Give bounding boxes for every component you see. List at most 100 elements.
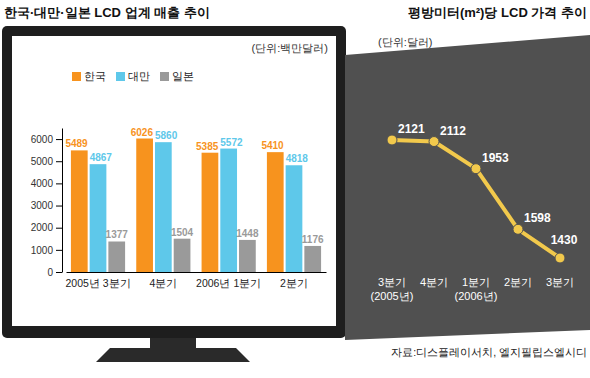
x-tick-label-line: 3분기 xyxy=(546,276,574,288)
point xyxy=(429,137,439,147)
data-labels: 5489602653855410486758605572481813771504… xyxy=(65,127,324,245)
y-tick-mark xyxy=(56,183,62,184)
data-label: 1430 xyxy=(551,233,578,247)
x-tick-label-line: (2005년) xyxy=(371,290,414,302)
bar xyxy=(71,150,88,272)
x-tick-label-line: (2006년) xyxy=(455,290,498,302)
y-tick-label: 4000 xyxy=(31,178,54,189)
tv-frame xyxy=(2,26,346,338)
y-tick: 6000 xyxy=(31,134,62,145)
x-tick-label: 4분기 xyxy=(420,276,448,288)
data-label: 4867 xyxy=(90,152,113,163)
x-tick: 4분기 xyxy=(149,272,177,289)
x-tick-label-line: 2분기 xyxy=(504,276,532,288)
y-tick: 2000 xyxy=(31,222,62,233)
y-tick: 4000 xyxy=(31,178,62,189)
line-chart: 2121 2112 1953 15981430 3분기 (2005년) 4분기 1분기 (200… xyxy=(371,122,578,302)
x-axis: 2005년 3분기 4분기 2006년 1분기 2분기 xyxy=(65,272,326,289)
data-label: 1953 xyxy=(482,151,509,165)
y-tick: 1000 xyxy=(31,245,62,256)
y-axis: 0 1000 2000 3000 4000 5000 6000 xyxy=(31,129,63,278)
chart-subtitle: (단위:백만달러) xyxy=(252,42,328,54)
legend-label: 일본 xyxy=(172,70,194,82)
data-label: 2112 xyxy=(440,124,466,138)
data-labels: 2121 2112 1953 15981430 xyxy=(398,122,578,247)
x-tick-label: 2분기 xyxy=(504,276,532,288)
bar xyxy=(202,153,219,272)
tv-base xyxy=(96,348,250,362)
bar xyxy=(108,241,125,272)
y-tick-mark xyxy=(56,161,62,162)
bar xyxy=(136,139,153,272)
data-label: 1377 xyxy=(106,229,129,240)
bar xyxy=(174,239,191,272)
y-axis-line xyxy=(62,129,63,273)
y-tick-mark xyxy=(56,206,62,207)
y-tick-mark xyxy=(56,228,62,229)
x-tick-label: 2006년 1분기 xyxy=(196,277,261,289)
data-label: 1176 xyxy=(302,234,324,245)
y-tick-label: 5000 xyxy=(31,156,54,167)
bar-chart: 01000200030004000500060002005년 3분기4분기200… xyxy=(31,70,327,289)
data-label: 5572 xyxy=(220,137,243,148)
chart-title: 한국·대만·일본 LCD 업계 매출 추이 xyxy=(4,5,210,20)
source-note: 자료:디스플레이서치, 엘지필립스엘시디 xyxy=(391,346,587,358)
x-tick-label: 3분기 (2005년) xyxy=(371,276,414,302)
y-tick-label: 1000 xyxy=(31,245,54,256)
x-tick-label: 2분기 xyxy=(280,277,308,289)
legend-label: 한국 xyxy=(84,70,106,82)
point xyxy=(387,135,397,145)
bar xyxy=(155,142,172,272)
price-panel xyxy=(345,35,590,340)
x-labels: 3분기 (2005년) 4분기 1분기 (2006년) 2분기 3분기 xyxy=(371,276,574,302)
bar xyxy=(304,246,321,272)
bar xyxy=(239,240,256,272)
y-tick-label: 2000 xyxy=(31,222,54,233)
y-tick-label: 0 xyxy=(47,267,53,278)
y-tick-mark xyxy=(56,250,62,251)
legend: 한국 대만 일본 xyxy=(72,70,194,82)
point xyxy=(513,224,523,234)
x-tick: 2분기 xyxy=(280,272,308,289)
bar xyxy=(220,149,237,272)
y-tick-label: 6000 xyxy=(31,134,54,145)
x-tick-label-line: 1분기 xyxy=(462,276,490,288)
x-tick: 2006년 1분기 xyxy=(196,272,261,289)
point xyxy=(471,164,481,174)
y-tick-mark xyxy=(56,139,62,140)
y-tick: 5000 xyxy=(31,156,62,167)
legend-item: 한국 xyxy=(72,70,106,82)
data-label: 1448 xyxy=(236,228,259,239)
tv-screen xyxy=(12,36,336,326)
chart-subtitle: (단위:달러) xyxy=(378,36,432,48)
data-label: 1598 xyxy=(524,211,551,225)
legend-item: 일본 xyxy=(160,70,194,82)
y-tick: 3000 xyxy=(31,200,62,211)
tv-neck xyxy=(150,338,196,348)
x-tick-label-line: 3분기 xyxy=(378,276,406,288)
y-tick-mark xyxy=(56,272,62,273)
price-line xyxy=(392,140,560,258)
x-axis-line xyxy=(67,272,327,273)
x-tick-label: 2005년 3분기 xyxy=(65,277,130,289)
data-label: 5489 xyxy=(65,138,88,149)
bar xyxy=(90,164,107,272)
x-tick: 2005년 3분기 xyxy=(65,272,130,289)
point xyxy=(555,253,565,263)
x-tick-label: 3분기 xyxy=(546,276,574,288)
data-label: 1504 xyxy=(171,227,194,238)
legend-swatch xyxy=(116,72,125,81)
line-plot xyxy=(387,135,565,263)
data-label: 6026 xyxy=(131,127,154,138)
legend-swatch xyxy=(72,72,81,81)
data-label: 5385 xyxy=(196,141,219,152)
x-tick-label: 4분기 xyxy=(149,277,177,289)
chart-root: 01000200030004000500060002005년 3분기4분기200… xyxy=(0,0,590,378)
legend-swatch xyxy=(160,72,169,81)
legend-label: 대만 xyxy=(128,70,150,82)
bar xyxy=(267,152,284,272)
data-label: 2121 xyxy=(398,122,425,136)
data-label: 5860 xyxy=(155,130,178,141)
y-tick: 0 xyxy=(47,267,62,278)
x-tick-label: 1분기 (2006년) xyxy=(455,276,498,302)
